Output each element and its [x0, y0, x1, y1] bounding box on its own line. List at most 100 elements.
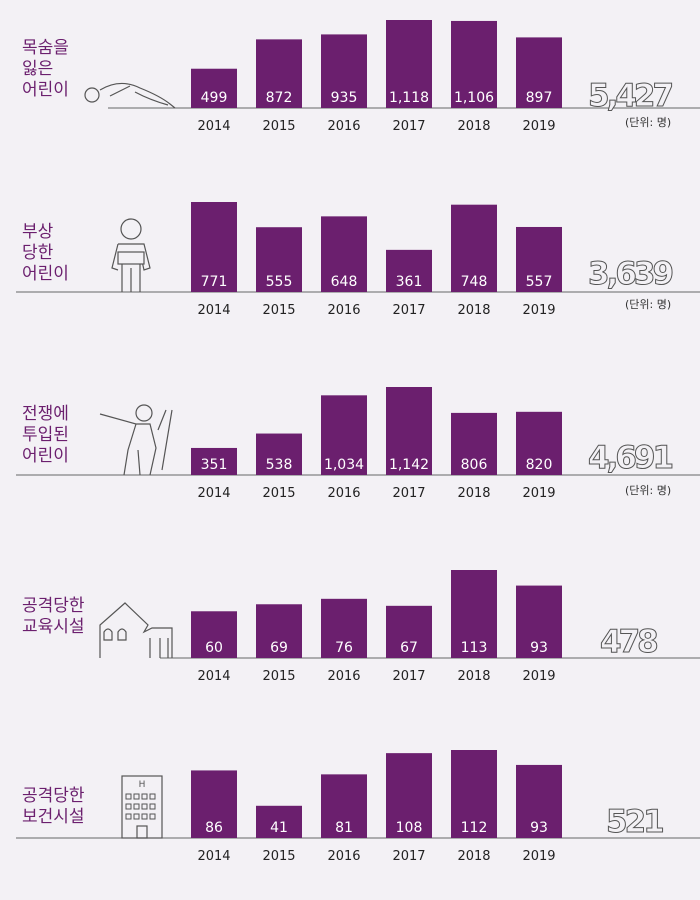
x-tick-label: 2017 — [392, 119, 425, 134]
panel-title-line: 부상 — [22, 222, 54, 242]
bar — [516, 764, 562, 838]
bar — [386, 387, 432, 475]
bar-value-label: 748 — [461, 274, 488, 290]
panel-title-line: 잃은 — [22, 59, 54, 79]
total-value: 521 — [606, 804, 666, 841]
bar-value-label: 69 — [270, 640, 288, 656]
bar — [191, 611, 237, 658]
bar-value-label: 81 — [335, 820, 353, 836]
bar — [451, 750, 497, 838]
bar-value-label: 897 — [526, 90, 553, 106]
x-tick-label: 2014 — [197, 303, 230, 318]
x-tick-label: 2016 — [327, 486, 360, 501]
bar-value-label: 113 — [461, 640, 488, 656]
bar — [386, 753, 432, 838]
x-tick-label: 2019 — [522, 303, 555, 318]
panel-title: 전쟁에 투입된 어린이 — [22, 404, 69, 467]
panel-title-line: 공격당한 — [22, 786, 85, 806]
x-tick-label: 2018 — [457, 849, 490, 864]
bar — [321, 395, 367, 475]
panel-title-line: 당한 — [22, 243, 54, 263]
x-tick-label: 2015 — [262, 119, 295, 134]
bar — [256, 227, 302, 292]
total-value: 3,639 — [587, 256, 674, 293]
panel-title-line: 전쟁에 — [22, 404, 69, 424]
bar-value-label: 93 — [530, 640, 548, 656]
x-tick-label: 2019 — [522, 486, 555, 501]
bar-value-label: 67 — [400, 640, 418, 656]
x-tick-label: 2017 — [392, 669, 425, 684]
bar — [256, 433, 302, 475]
bar — [321, 216, 367, 292]
bar-value-label: 1,106 — [454, 90, 494, 106]
child-soldier-icon — [99, 404, 173, 476]
bar-value-label: 76 — [335, 640, 353, 656]
panel-title-line: 공격당한 — [22, 596, 85, 616]
x-tick-label: 2017 — [392, 486, 425, 501]
bar-value-label: 538 — [266, 457, 293, 473]
bar-value-label: 499 — [201, 90, 228, 106]
bar-value-label: 1,142 — [389, 457, 429, 473]
panel-title: 공격당한 보건시설 — [22, 786, 85, 828]
x-tick-label: 2015 — [262, 849, 295, 864]
panel-title-line: 목숨을 — [22, 38, 69, 58]
bar-value-label: 41 — [270, 820, 288, 836]
total-value: 5,427 — [587, 78, 674, 115]
bar — [386, 249, 432, 292]
bar-value-label: 935 — [331, 90, 358, 106]
bar — [256, 39, 302, 109]
panel-title: 목숨을 잃은 어린이 — [22, 38, 69, 101]
x-tick-label: 2019 — [522, 669, 555, 684]
bar-value-label: 872 — [266, 90, 293, 106]
bar-value-label: 820 — [526, 457, 553, 473]
bar-value-label: 108 — [396, 820, 423, 836]
bar — [256, 604, 302, 658]
x-tick-label: 2014 — [197, 119, 230, 134]
bar — [386, 605, 432, 658]
x-tick-label: 2015 — [262, 486, 295, 501]
x-tick-label: 2017 — [392, 303, 425, 318]
bar — [451, 412, 497, 475]
x-tick-label: 2018 — [457, 669, 490, 684]
bar — [516, 226, 562, 292]
bar — [321, 774, 367, 838]
bar — [191, 68, 237, 108]
bar-value-label: 86 — [205, 820, 223, 836]
bar-value-label: 112 — [461, 820, 488, 836]
bar-value-label: 1,118 — [389, 90, 429, 106]
panel-title-line: 보건시설 — [22, 807, 85, 827]
bar-value-label: 93 — [530, 820, 548, 836]
bar-value-label: 771 — [201, 274, 228, 290]
panel-title: 부상 당한 어린이 — [22, 222, 69, 285]
bar — [191, 447, 237, 475]
bar — [451, 570, 497, 658]
bar-value-label: 60 — [205, 640, 223, 656]
bar-value-label: 555 — [266, 274, 293, 290]
bar — [191, 770, 237, 838]
x-tick-label: 2019 — [522, 849, 555, 864]
x-tick-label: 2014 — [197, 486, 230, 501]
bar — [191, 202, 237, 292]
fallen-child-icon — [84, 82, 176, 109]
panel-title-line: 어린이 — [22, 264, 69, 284]
x-tick-label: 2016 — [327, 119, 360, 134]
panel-title-line: 교육시설 — [22, 617, 85, 637]
bar — [451, 20, 497, 109]
bar — [256, 805, 302, 838]
x-tick-label: 2019 — [522, 119, 555, 134]
panel-title: 공격당한 교육시설 — [22, 596, 85, 638]
bar-value-label: 351 — [201, 457, 228, 473]
x-tick-label: 2015 — [262, 669, 295, 684]
x-tick-label: 2018 — [457, 303, 490, 318]
svg-text:H: H — [139, 780, 146, 790]
unit-label: (단위: 명) — [625, 484, 672, 497]
bar — [451, 204, 497, 292]
unit-label: (단위: 명) — [625, 298, 672, 311]
bar — [516, 411, 562, 475]
bar — [321, 34, 367, 108]
